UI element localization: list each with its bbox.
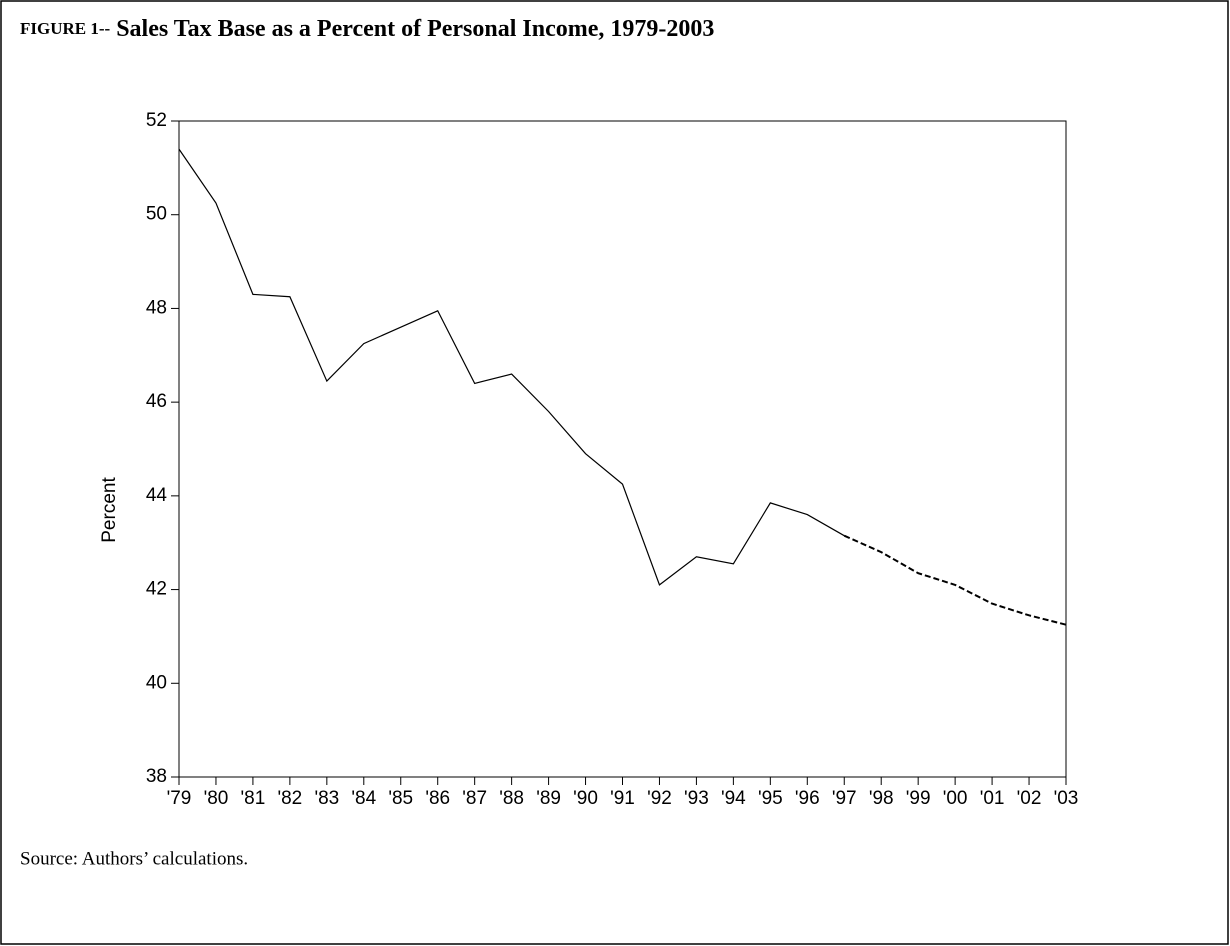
x-tick-label: '00 <box>943 788 968 809</box>
x-tick-label: '87 <box>462 788 487 809</box>
y-tick-label: 40 <box>146 672 167 693</box>
chart-title: FIGURE 1-- Sales Tax Base as a Percent of… <box>20 16 714 42</box>
title-text: Sales Tax Base as a Percent of Personal … <box>116 16 714 42</box>
x-tick-label: '99 <box>906 788 931 809</box>
x-tick-label: '83 <box>314 788 339 809</box>
y-tick-label: 46 <box>146 391 167 412</box>
x-tick-label: '79 <box>167 788 192 809</box>
x-tick-label: '02 <box>1017 788 1042 809</box>
x-tick-label: '84 <box>351 788 376 809</box>
y-tick-label: 48 <box>146 297 167 318</box>
x-tick-label: '80 <box>204 788 229 809</box>
y-tick-label: 38 <box>146 766 167 787</box>
y-tick-label: 52 <box>146 110 167 131</box>
x-tick-label: '86 <box>425 788 450 809</box>
x-tick-label: '81 <box>241 788 266 809</box>
x-tick-label: '93 <box>684 788 709 809</box>
plot-area <box>178 120 1067 778</box>
x-tick-label: '82 <box>277 788 302 809</box>
x-tick-label: '90 <box>573 788 598 809</box>
x-tick-label: '94 <box>721 788 746 809</box>
figure-label: FIGURE 1-- <box>20 19 111 38</box>
y-tick-label: 42 <box>146 579 167 600</box>
x-tick-label: '01 <box>980 788 1005 809</box>
y-tick-label: 50 <box>146 204 167 225</box>
x-tick-label: '03 <box>1054 788 1079 809</box>
x-tick-label: '88 <box>499 788 524 809</box>
x-tick-label: '92 <box>647 788 672 809</box>
y-tick-label: 44 <box>146 485 168 506</box>
x-tick-label: '91 <box>610 788 635 809</box>
x-tick-label: '97 <box>832 788 857 809</box>
x-tick-label: '98 <box>869 788 894 809</box>
x-tick-label: '85 <box>388 788 413 809</box>
x-tick-label: '96 <box>795 788 820 809</box>
source-note: Source: Authors’ calculations. <box>20 848 248 869</box>
series-line <box>178 148 845 586</box>
x-tick-label: '89 <box>536 788 561 809</box>
series-line <box>843 534 1067 626</box>
x-tick-label: '95 <box>758 788 783 809</box>
y-axis-label: Percent <box>99 477 120 543</box>
